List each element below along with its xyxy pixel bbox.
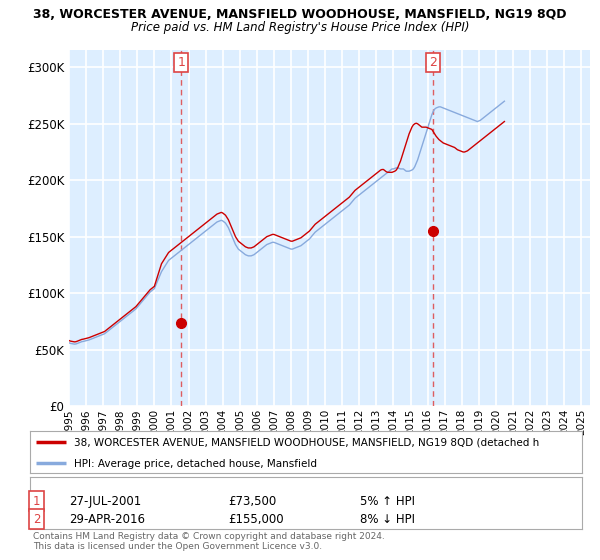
Text: 2: 2 (33, 512, 41, 526)
Text: 29-APR-2016: 29-APR-2016 (69, 512, 145, 526)
Text: 1: 1 (178, 56, 185, 69)
Text: 27-JUL-2001: 27-JUL-2001 (69, 494, 141, 508)
Text: £155,000: £155,000 (228, 512, 284, 526)
Text: HPI: Average price, detached house, Mansfield: HPI: Average price, detached house, Mans… (74, 459, 317, 469)
Text: Price paid vs. HM Land Registry's House Price Index (HPI): Price paid vs. HM Land Registry's House … (131, 21, 469, 34)
Text: This data is licensed under the Open Government Licence v3.0.: This data is licensed under the Open Gov… (33, 542, 322, 551)
Text: Contains HM Land Registry data © Crown copyright and database right 2024.: Contains HM Land Registry data © Crown c… (33, 532, 385, 541)
Text: 5% ↑ HPI: 5% ↑ HPI (360, 494, 415, 508)
Text: 1: 1 (33, 494, 41, 508)
Text: 38, WORCESTER AVENUE, MANSFIELD WOODHOUSE, MANSFIELD, NG19 8QD: 38, WORCESTER AVENUE, MANSFIELD WOODHOUS… (33, 8, 567, 21)
Text: £73,500: £73,500 (228, 494, 276, 508)
Text: 2: 2 (429, 56, 437, 69)
Text: 8% ↓ HPI: 8% ↓ HPI (360, 512, 415, 526)
Text: 38, WORCESTER AVENUE, MANSFIELD WOODHOUSE, MANSFIELD, NG19 8QD (detached h: 38, WORCESTER AVENUE, MANSFIELD WOODHOUS… (74, 438, 539, 448)
